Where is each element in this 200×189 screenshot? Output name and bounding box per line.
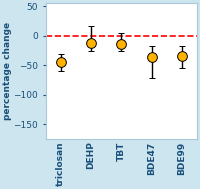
Y-axis label: percentage change: percentage change bbox=[3, 22, 12, 120]
